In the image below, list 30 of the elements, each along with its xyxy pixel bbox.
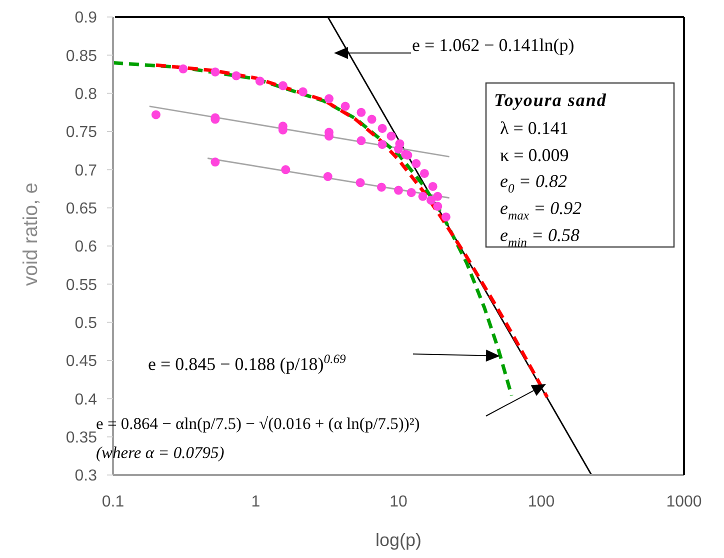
annotation: e$_{min}$ = 0.58 (500, 225, 580, 250)
x-axis-title: log(p) (375, 530, 422, 550)
x-tick-label: 1000 (666, 493, 702, 510)
annotation: (where α = 0.0795) (96, 443, 224, 462)
y-tick-label: 0.55 (66, 276, 98, 294)
x-tick-label: 0.1 (102, 493, 124, 510)
annotation: e = 0.864 − αln(p/7.5) − √(0.016 + (α ln(p/7.5))²) (96, 414, 420, 433)
y-tick-label: 0.6 (74, 238, 98, 256)
y-tick-label: 0.85 (66, 48, 98, 65)
annotation: e$_{max}$ = 0.92 (500, 198, 582, 222)
annotation: e = 1.062 − 0.141ln(p) (412, 35, 574, 55)
y-axis-title: void ratio, e (20, 182, 42, 286)
annotation: Toyoura sand (494, 90, 607, 110)
y-tick-label: 0.75 (66, 124, 98, 142)
y-tick-label: 0.9 (74, 10, 98, 27)
x-tick-label: 100 (528, 493, 555, 510)
y-tick-label: 0.35 (66, 430, 98, 447)
x-tick-label: 10 (390, 493, 408, 510)
x-tick-label: 1 (251, 493, 260, 510)
annotation: κ = 0.009 (500, 145, 569, 165)
y-tick-label: 0.3 (74, 468, 98, 485)
y-tick-label: 0.4 (74, 391, 98, 408)
annotation: λ = 0.141 (500, 118, 568, 138)
annotation: e$_{0}$ = 0.82 (500, 171, 567, 196)
y-tick-label: 0.5 (74, 315, 98, 332)
y-tick-label: 0.65 (66, 200, 98, 218)
y-tick-label: 0.7 (74, 162, 98, 180)
y-tick-label: 0.8 (74, 86, 98, 104)
annotation: e = 0.845 − 0.188 (p/18)$^{0.69}$ (148, 352, 347, 374)
y-tick-label: 0.45 (66, 353, 98, 370)
